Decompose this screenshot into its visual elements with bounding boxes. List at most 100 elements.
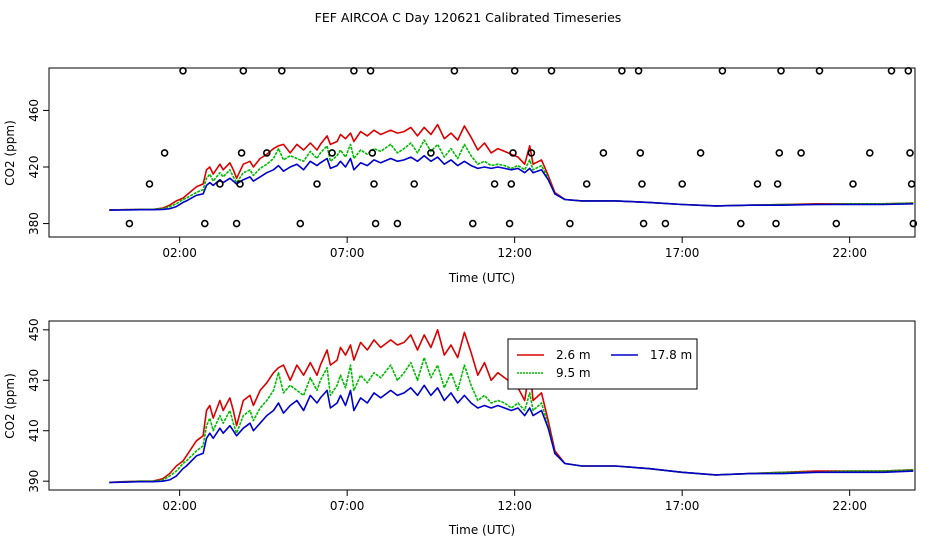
calibration-point [125,219,134,228]
calibration-point [736,219,745,228]
calibration-point [505,219,514,228]
calibration-point [507,180,516,188]
x-tick-label: 12:00 [497,499,532,513]
x-tick-label: 07:00 [330,246,365,260]
calibration-point [145,180,154,188]
calibration-point [639,219,648,228]
panel-top-calibration-points [125,67,918,228]
x-tick-label: 17:00 [665,246,700,260]
calibration-point [775,149,784,157]
calibration-point [599,149,608,157]
calibration-point [366,67,375,75]
calibration-point [160,149,169,157]
calibration-point [773,180,782,188]
legend-label-2.6m: 2.6 m [556,348,591,362]
y-tick-label: 420 [27,156,41,179]
y-tick-label: 460 [27,99,41,122]
calibration-point [753,180,762,188]
legend-label-9.5m: 9.5 m [556,366,591,380]
calibration-point [371,219,380,228]
series-line-2.6m [109,328,914,484]
calibration-point [718,67,727,75]
x-tick-label: 02:00 [162,246,197,260]
calibration-point [296,219,305,228]
x-tick-label: 07:00 [330,499,365,513]
calibration-point [393,219,402,228]
y-tick-label: 380 [27,212,41,235]
series-line-9.5m [109,356,914,484]
calibration-point [696,149,705,157]
panel-top-xlabel: Time (UTC) [448,271,515,285]
calibration-point [237,149,246,157]
calibration-point [201,219,209,228]
x-tick-label: 22:00 [832,246,867,260]
calibration-point [832,219,841,228]
calibration-point [772,219,780,228]
calibration-point [370,180,378,188]
panel-top-ylabel: CO2 (ppm) [3,120,17,186]
calibration-point [450,67,459,75]
calibration-point [678,180,687,188]
calibration-point [636,149,645,157]
panel-top-frame [48,67,916,238]
y-tick-label: 450 [27,318,41,341]
calibration-point [909,219,918,228]
legend-label-17.8m: 17.8 m [650,348,692,362]
calibration-point [904,67,913,75]
chart-title: FEF AIRCOA C Day 120621 Calibrated Times… [315,10,622,25]
y-tick-label: 410 [27,419,41,442]
calibration-point [368,149,377,157]
calibration-point [232,219,241,228]
x-tick-label: 12:00 [497,246,532,260]
panel-bottom-ylabel: CO2 (ppm) [3,373,17,439]
calibration-point [797,149,805,157]
panel-top-series [109,123,914,211]
series-line-9.5m [109,139,914,211]
calibration-point [777,67,785,75]
panel-bottom: 02:00 07:00 12:00 17:00 22:00 390 410 430 450 T… [3,318,916,537]
calibration-point [427,149,435,157]
panel-bottom-frame [48,320,916,491]
panel-top: 02:00 07:00 12:00 17:00 22:00 380 420 460 Time… [3,67,918,285]
calibration-point [547,67,556,75]
calibration-point [239,67,248,75]
calibration-point [566,219,574,228]
calibration-point [277,67,286,75]
series-line-2.6m [109,123,914,211]
calibration-point [410,180,419,188]
calibration-point [887,67,896,75]
panel-bottom-y-axis: 390 410 430 450 [27,318,49,493]
series-line-17.8m [109,384,914,484]
calibration-point [313,180,321,188]
calibration-point [328,149,336,157]
calibration-point [527,149,536,157]
calibration-point [815,67,824,75]
calibration-point [468,219,477,228]
calibration-point [865,149,874,157]
calibration-point [510,67,519,75]
x-tick-label: 17:00 [665,499,700,513]
legend: 2.6 m 9.5 m 17.8 m [507,338,698,390]
calibration-point [906,149,914,157]
calibration-point [509,149,517,157]
panel-bottom-xlabel: Time (UTC) [448,523,515,537]
calibration-point [661,219,670,228]
legend-box [507,338,698,390]
calibration-point [216,180,224,188]
y-tick-label: 390 [27,470,41,493]
panel-bottom-x-axis: 02:00 07:00 12:00 17:00 22:00 [162,490,867,513]
calibration-point [350,67,358,75]
x-tick-label: 22:00 [832,499,867,513]
calibration-point [618,67,626,75]
panel-top-y-axis: 380 420 460 [27,99,49,235]
x-tick-label: 02:00 [162,499,197,513]
y-tick-label: 430 [27,369,41,392]
calibration-point [634,67,643,75]
calibration-point [582,180,591,188]
calibration-point [490,180,499,188]
calibration-point [179,67,187,75]
calibration-point [849,180,857,188]
calibration-point [638,180,646,188]
calibration-point [907,180,916,188]
